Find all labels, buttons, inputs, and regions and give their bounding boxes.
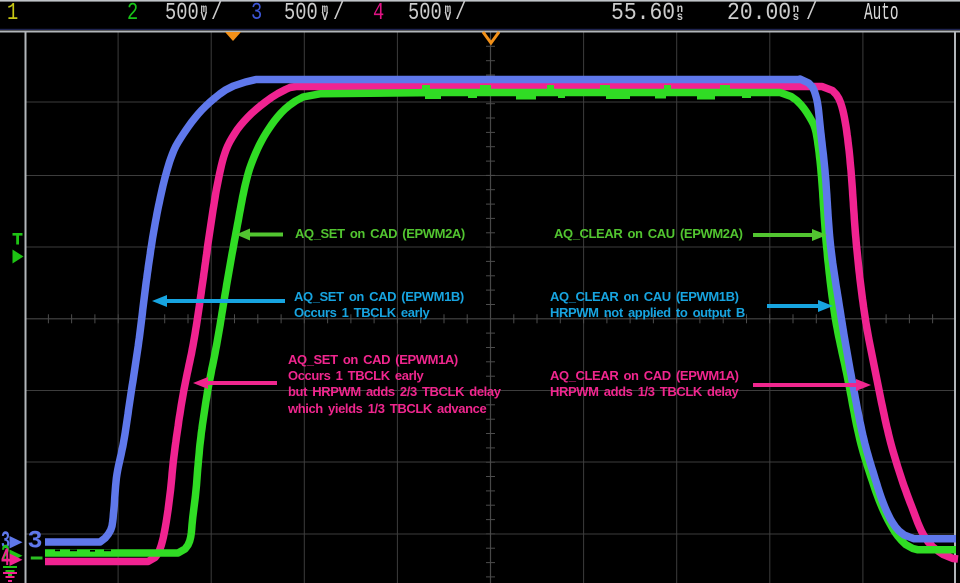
svg-text:2: 2 [1, 541, 10, 570]
svg-text:3: 3 [1, 527, 10, 556]
svg-text:4: 4 [1, 544, 10, 573]
svg-text:3: 3 [28, 527, 43, 556]
